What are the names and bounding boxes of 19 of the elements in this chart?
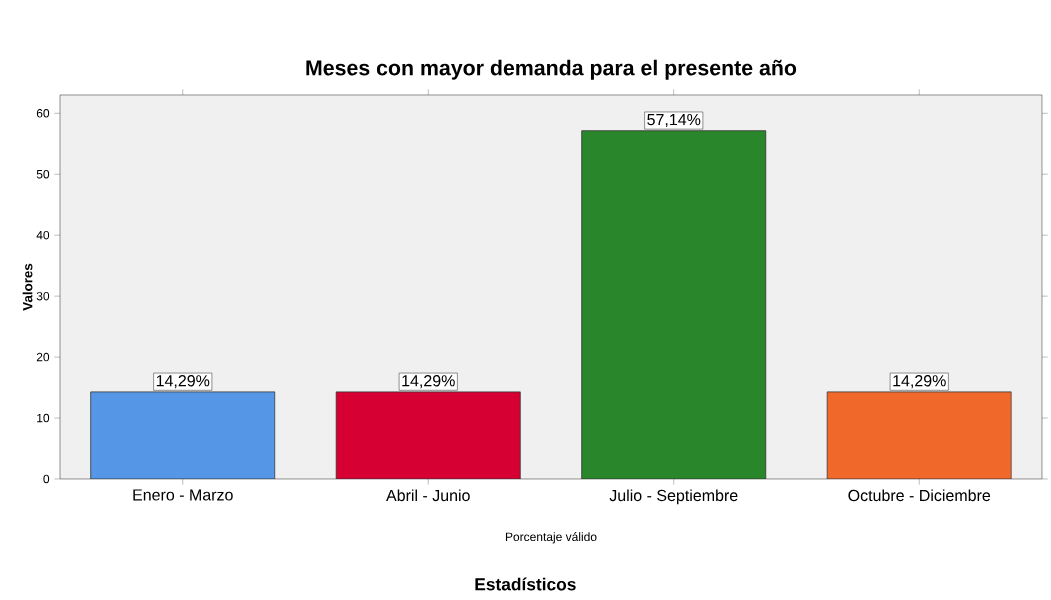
y-tick-label: 30: [36, 291, 50, 301]
y-tick-label: 10: [37, 413, 50, 423]
data-label: 14,29%: [893, 375, 946, 389]
y-tick-label: 40: [36, 230, 50, 240]
y-tick-label: 20: [36, 352, 50, 362]
data-label: 14,29%: [402, 375, 455, 389]
x-axis-title: Porcentaje válido: [505, 532, 597, 544]
y-axis-title: Valores: [22, 263, 33, 311]
text: Estadísticos: [475, 577, 576, 591]
y-tick-label: 50: [36, 169, 50, 179]
data-label: 14,29%: [156, 375, 210, 389]
y-tick-label: 0: [43, 474, 50, 484]
x-tick-label: Octubre - Diciembre: [848, 489, 991, 502]
x-tick-label: Abril - Junio: [386, 489, 470, 502]
y-tick-label: 60: [36, 109, 50, 118]
data-label: 57,14%: [647, 113, 701, 128]
chart-title: Meses con mayor demanda para el presente año: [306, 59, 797, 80]
x-tick-label: Enero - Marzo: [133, 489, 233, 501]
x-tick-label: Julio - Septiembre: [609, 489, 738, 505]
